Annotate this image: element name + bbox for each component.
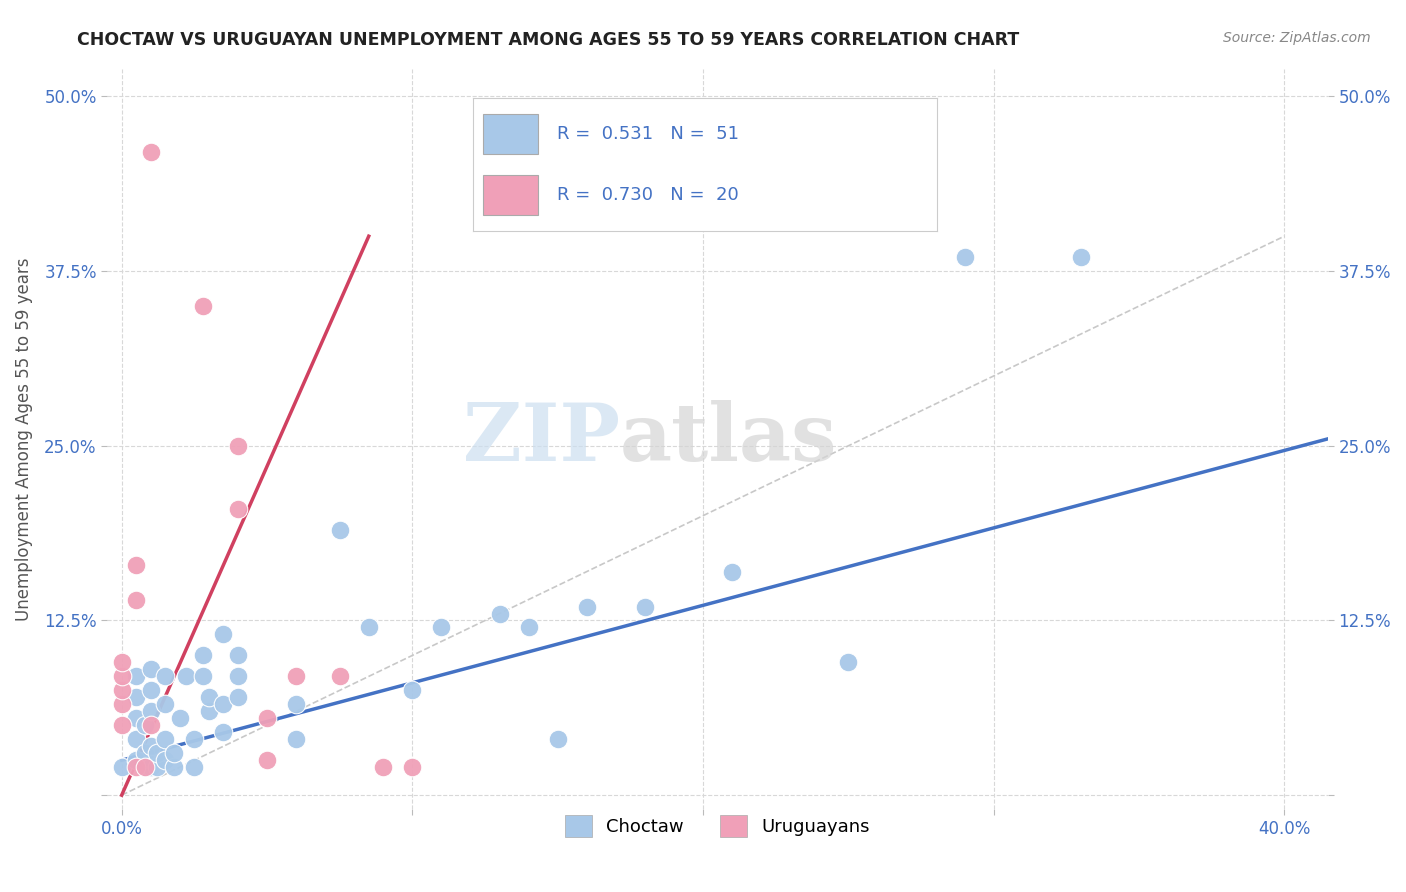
Point xyxy=(139,739,162,754)
Point xyxy=(329,669,352,683)
Point xyxy=(125,558,148,572)
Point xyxy=(155,669,177,683)
Point xyxy=(430,620,453,634)
Y-axis label: Unemployment Among Ages 55 to 59 years: Unemployment Among Ages 55 to 59 years xyxy=(15,257,32,621)
Point xyxy=(212,627,235,641)
Point xyxy=(134,760,156,774)
Text: ZIP: ZIP xyxy=(463,400,620,478)
Point xyxy=(198,704,221,718)
Point xyxy=(183,760,205,774)
Point xyxy=(212,725,235,739)
Point xyxy=(329,523,352,537)
Point xyxy=(145,760,167,774)
Point xyxy=(155,732,177,747)
Text: Source: ZipAtlas.com: Source: ZipAtlas.com xyxy=(1223,31,1371,45)
Point xyxy=(256,753,278,767)
Point xyxy=(183,732,205,747)
Text: CHOCTAW VS URUGUAYAN UNEMPLOYMENT AMONG AGES 55 TO 59 YEARS CORRELATION CHART: CHOCTAW VS URUGUAYAN UNEMPLOYMENT AMONG … xyxy=(77,31,1019,49)
Point xyxy=(488,607,510,621)
Point xyxy=(191,669,214,683)
Point xyxy=(721,565,744,579)
Point xyxy=(226,669,249,683)
Point xyxy=(139,718,162,732)
Point xyxy=(575,599,598,614)
Point xyxy=(111,669,134,683)
Point xyxy=(125,732,148,747)
Point xyxy=(285,669,308,683)
Point xyxy=(174,669,197,683)
Point xyxy=(125,711,148,725)
Point xyxy=(226,648,249,663)
Point xyxy=(134,760,156,774)
Point xyxy=(285,698,308,712)
Point xyxy=(837,656,859,670)
Legend: Choctaw, Uruguayans: Choctaw, Uruguayans xyxy=(558,808,877,845)
Point xyxy=(125,760,148,774)
Point xyxy=(155,753,177,767)
Point xyxy=(125,690,148,705)
Point xyxy=(139,760,162,774)
Point xyxy=(145,746,167,760)
Point xyxy=(517,620,540,634)
Point xyxy=(198,690,221,705)
Point xyxy=(547,732,569,747)
Point xyxy=(111,698,134,712)
Point xyxy=(163,760,186,774)
Point xyxy=(401,683,423,698)
Point xyxy=(163,746,186,760)
Point xyxy=(1070,250,1092,264)
Point xyxy=(357,620,380,634)
Point xyxy=(226,439,249,453)
Point xyxy=(125,592,148,607)
Point xyxy=(191,299,214,313)
Point xyxy=(125,669,148,683)
Point xyxy=(125,753,148,767)
Point xyxy=(212,698,235,712)
Point xyxy=(111,656,134,670)
Point xyxy=(139,145,162,160)
Point xyxy=(134,718,156,732)
Text: atlas: atlas xyxy=(620,400,837,478)
Point xyxy=(401,760,423,774)
Point xyxy=(226,501,249,516)
Point xyxy=(169,711,191,725)
Point xyxy=(155,698,177,712)
Point xyxy=(134,746,156,760)
Point xyxy=(111,760,134,774)
Point xyxy=(139,683,162,698)
Point xyxy=(373,760,395,774)
Point xyxy=(191,648,214,663)
Point xyxy=(226,690,249,705)
Point xyxy=(139,704,162,718)
Point xyxy=(634,599,657,614)
Point xyxy=(953,250,976,264)
Point xyxy=(111,718,134,732)
Point xyxy=(256,711,278,725)
Point xyxy=(139,662,162,676)
Point xyxy=(285,732,308,747)
Point xyxy=(111,683,134,698)
